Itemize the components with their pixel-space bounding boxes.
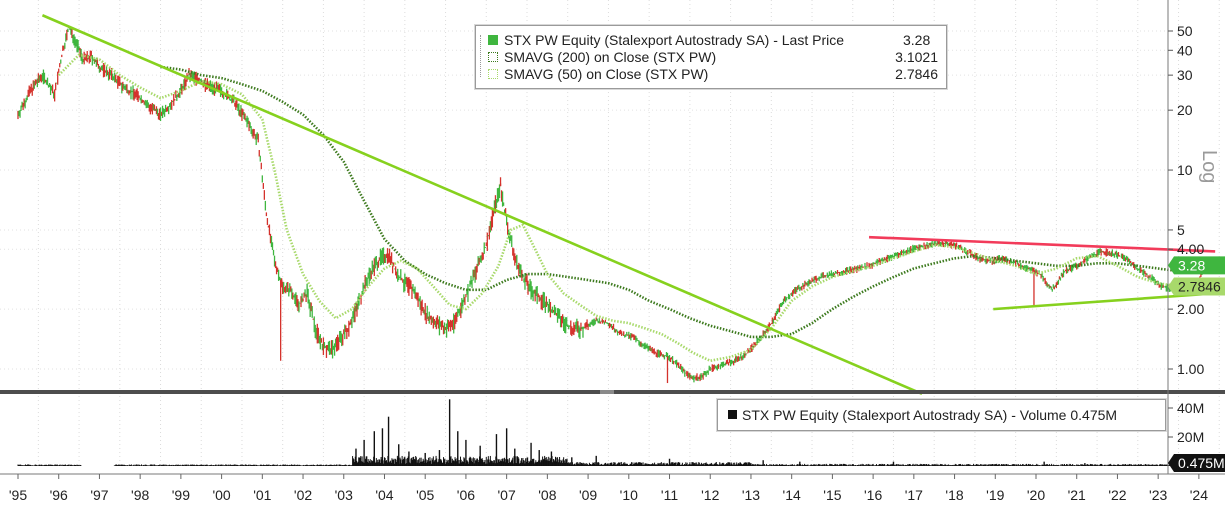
year-tick-label: '10	[620, 487, 638, 503]
year-tick-label: '04	[375, 487, 393, 503]
legend-value-sma200: 3.1021	[895, 49, 938, 65]
sma-value-tag-text: 2.7846	[1178, 279, 1221, 295]
year-tick-label: '01	[253, 487, 271, 503]
sma50-line	[57, 53, 1204, 363]
legend-value-sma50: 2.7846	[895, 66, 938, 82]
volume-value-tag: 0.475M	[1168, 454, 1225, 472]
last-price-tag: 3.28	[1168, 256, 1225, 275]
price-tick-label: 2.00	[1177, 301, 1204, 317]
volume-value-tag-bg	[1168, 454, 1225, 472]
year-tick-label: '19	[986, 487, 1004, 503]
year-tick-label: '13	[742, 487, 760, 503]
sma-value-tag-bg	[1168, 277, 1225, 296]
legend-label-price: STX PW Equity (Stalexport Autostrady SA)…	[504, 32, 845, 48]
trendline-long-term-downtrend	[41, 14, 923, 396]
volume-bars	[17, 399, 1204, 466]
legend-row-sma200: SMAVG (200) on Close (STX PW) 3.1021	[486, 49, 938, 66]
last-value-tags: 2.7846 3.28 0.475M	[1168, 256, 1225, 472]
price-tick-label: 30	[1177, 67, 1193, 83]
price-tick-label: 1.00	[1177, 361, 1204, 377]
price-tick-label: 5	[1177, 222, 1185, 238]
year-tick-label: '03	[335, 487, 353, 503]
year-tick-label: '06	[457, 487, 475, 503]
volume-tick-label: 20M	[1177, 429, 1204, 445]
year-tick-label: '99	[172, 487, 190, 503]
year-tick-label: '16	[864, 487, 882, 503]
price-tick-label: 10	[1177, 162, 1193, 178]
trendline-support	[993, 292, 1216, 311]
legend-row-sma50: SMAVG (50) on Close (STX PW) 2.7846	[486, 66, 938, 83]
year-tick-label: '09	[579, 487, 597, 503]
year-tick-label: '05	[416, 487, 434, 503]
legend-volume-value: 0.475M	[1070, 407, 1118, 423]
volume-tick-label: 40M	[1177, 400, 1204, 416]
price-tick-label: 50	[1177, 23, 1193, 39]
legend-label-volume: STX PW Equity (Stalexport Autostrady SA)…	[742, 400, 1117, 430]
price-tick-label: 20	[1177, 102, 1193, 118]
volume-value-tag-text: 0.475M	[1178, 455, 1225, 471]
sma200-line	[160, 65, 1203, 339]
year-tick-label: '97	[90, 487, 108, 503]
legend-swatch-sma200	[488, 52, 498, 62]
price-panel	[17, 14, 1216, 396]
year-tick-label: '08	[538, 487, 556, 503]
price-legend: STX PW Equity (Stalexport Autostrady SA)…	[475, 25, 947, 89]
year-tick-label: '22	[1108, 487, 1126, 503]
year-tick-label: '14	[783, 487, 801, 503]
price-tick-label: 40	[1177, 42, 1193, 58]
year-tick-label: '95	[9, 487, 27, 503]
year-tick-label: '11	[661, 487, 678, 503]
year-tick-label: '00	[212, 487, 230, 503]
panel-separator-grip	[600, 390, 614, 394]
log-scale-label: Log	[1198, 150, 1220, 183]
legend-label-sma200: SMAVG (200) on Close (STX PW)	[504, 49, 717, 65]
legend-label-sma50: SMAVG (50) on Close (STX PW)	[504, 66, 709, 82]
legend-swatch-price	[488, 35, 498, 45]
legend-row-price: STX PW Equity (Stalexport Autostrady SA)…	[486, 32, 938, 49]
sma-value-tag: 2.7846	[1168, 277, 1225, 296]
year-tick-label: '07	[498, 487, 516, 503]
year-tick-label: '98	[131, 487, 149, 503]
last-price-tag-bg	[1168, 256, 1225, 275]
year-tick-label: '15	[823, 487, 841, 503]
year-tick-label: '02	[294, 487, 312, 503]
legend-swatch-sma50	[488, 69, 498, 79]
year-tick-label: '12	[701, 487, 719, 503]
year-tick-label: '21	[1068, 487, 1086, 503]
year-tick-label: '24	[1190, 487, 1208, 503]
trendline-resistance	[868, 235, 1216, 253]
price-tick-label: 4.00	[1177, 241, 1204, 257]
legend-volume-text: STX PW Equity (Stalexport Autostrady SA)…	[742, 407, 1067, 423]
year-tick-label: '96	[50, 487, 68, 503]
year-tick-label: '18	[945, 487, 963, 503]
year-tick-label: '20	[1027, 487, 1045, 503]
legend-swatch-volume	[728, 410, 737, 419]
legend-tree-connector	[480, 35, 485, 77]
legend-value-price: 3.28	[903, 32, 931, 48]
volume-legend: STX PW Equity (Stalexport Autostrady SA)…	[717, 399, 1166, 431]
year-tick-label: '23	[1149, 487, 1167, 503]
last-price-tag-text: 3.28	[1178, 257, 1205, 273]
year-tick-label: '17	[905, 487, 923, 503]
